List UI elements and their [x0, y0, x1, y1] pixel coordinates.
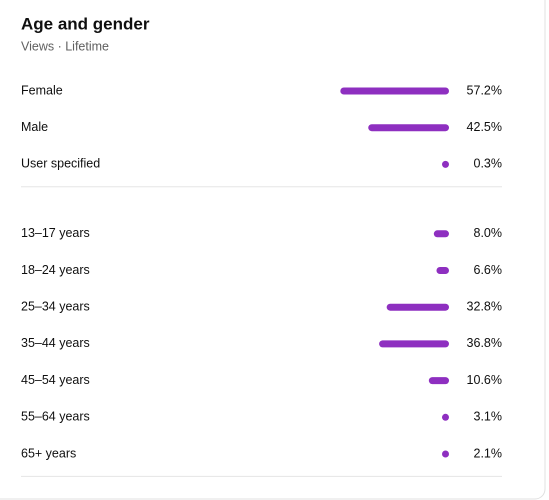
value-label: 6.6%: [474, 263, 503, 277]
row-label: 35–44 years: [21, 336, 90, 350]
row-label: 55–64 years: [21, 410, 90, 424]
bar: [433, 230, 449, 238]
bar: [379, 340, 449, 348]
value-label: 10.6%: [467, 373, 502, 387]
row-label: 13–17 years: [21, 226, 90, 240]
value-label: 32.8%: [467, 299, 502, 313]
value-label: 3.1%: [474, 410, 503, 424]
bar: [340, 87, 449, 95]
value-label: 57.2%: [467, 83, 502, 97]
bar: [442, 160, 449, 168]
bar: [368, 124, 449, 132]
row-label: 25–34 years: [21, 299, 90, 313]
bar: [442, 413, 449, 421]
row-label: 18–24 years: [21, 263, 90, 277]
row-label: 45–54 years: [21, 373, 90, 387]
row-label: Male: [21, 120, 48, 134]
bar: [428, 377, 449, 385]
row-label: User specified: [21, 157, 100, 171]
card-subtitle: Views · Lifetime: [21, 39, 109, 53]
value-label: 0.3%: [474, 157, 503, 171]
value-label: 2.1%: [474, 446, 503, 460]
value-label: 8.0%: [474, 226, 503, 240]
bar: [436, 267, 449, 274]
bar: [442, 450, 449, 458]
bar: [386, 303, 449, 311]
row-label: Female: [21, 83, 63, 97]
value-label: 36.8%: [467, 336, 502, 350]
row-label: 65+ years: [21, 446, 76, 460]
card-title: Age and gender: [21, 14, 150, 33]
value-label: 42.5%: [467, 120, 502, 134]
